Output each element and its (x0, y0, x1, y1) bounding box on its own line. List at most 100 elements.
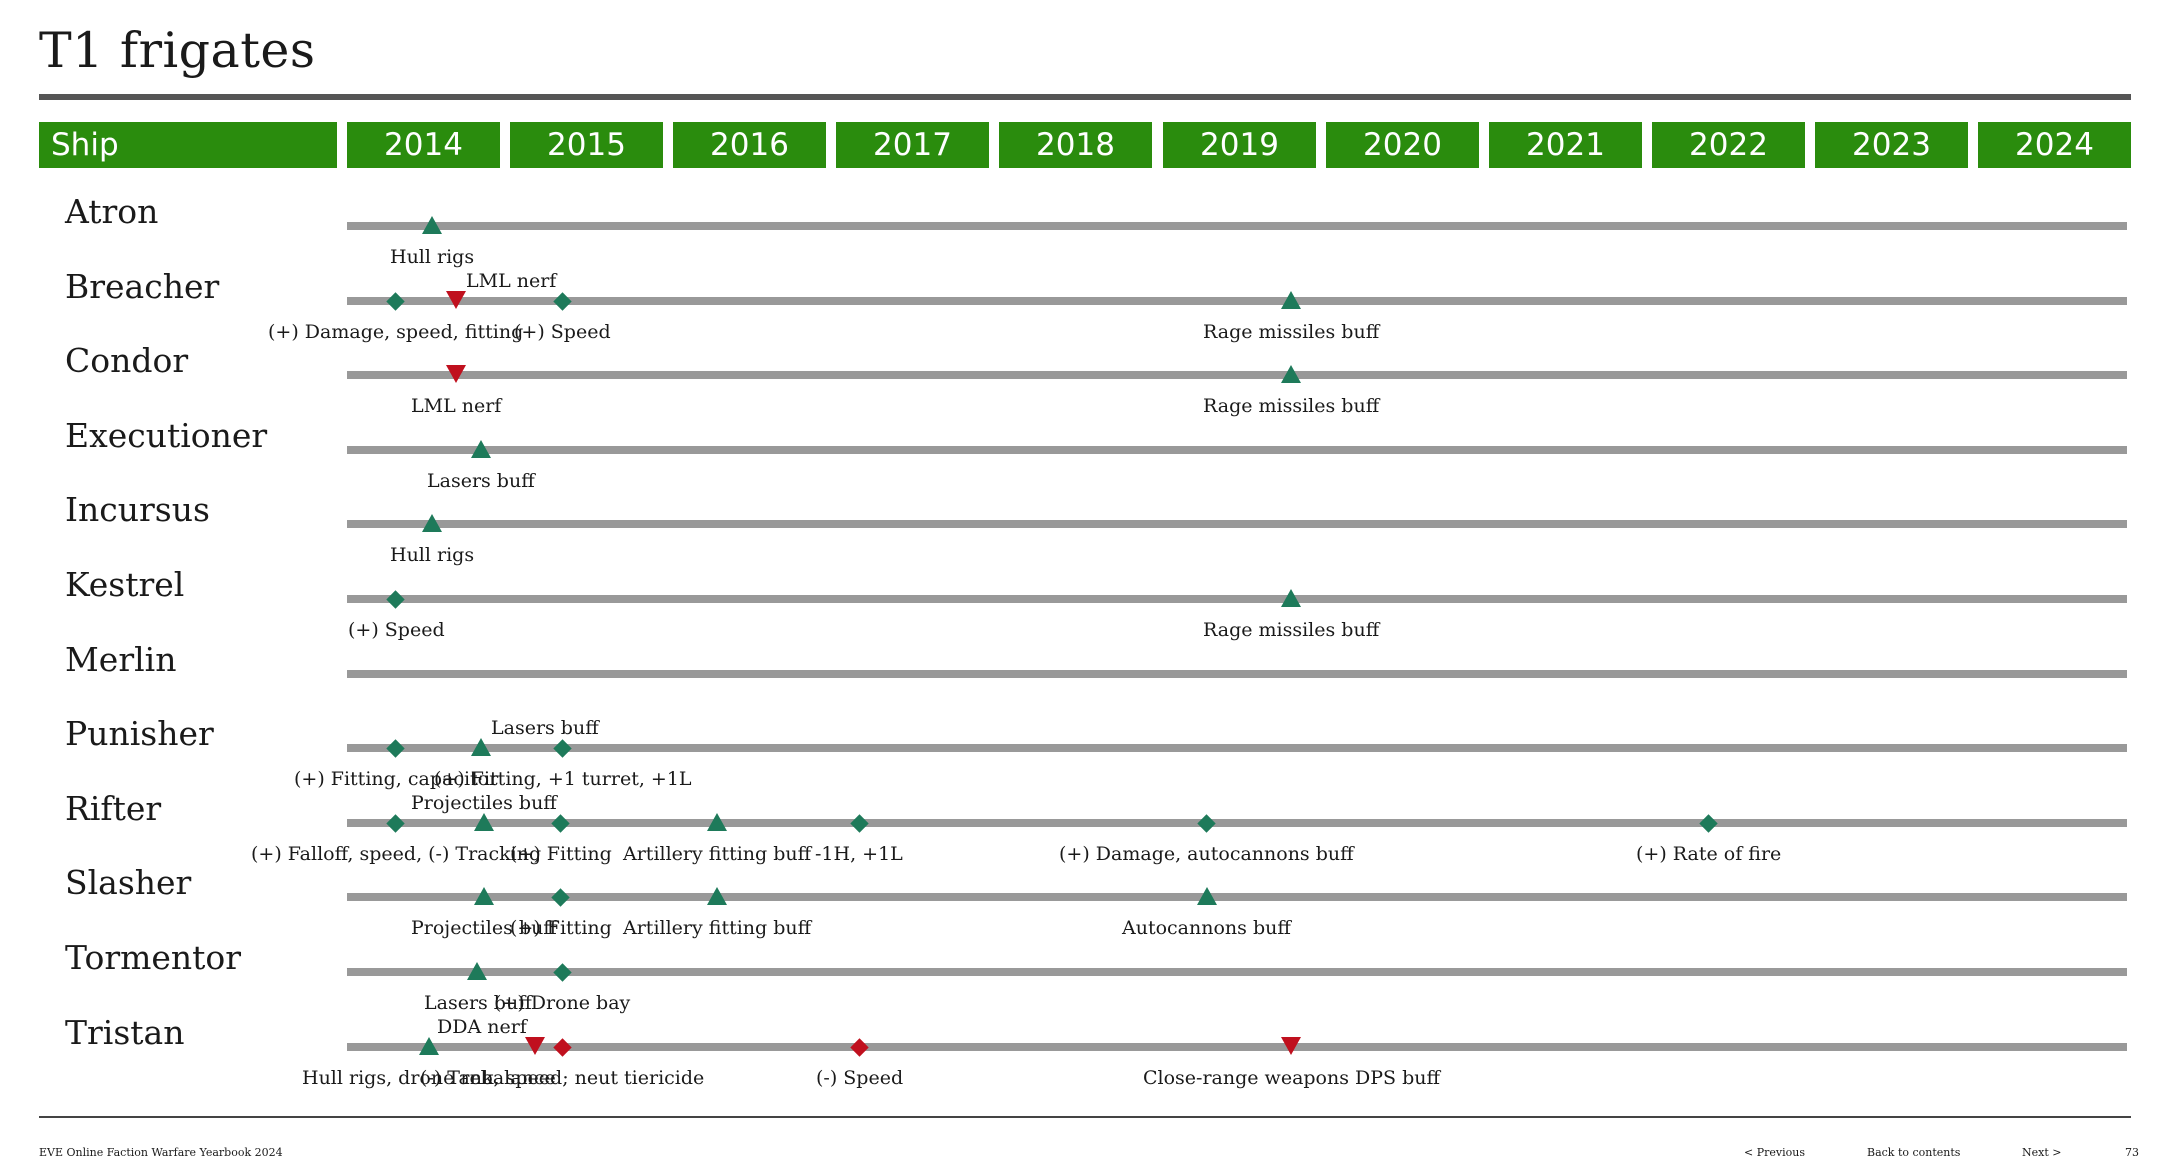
ship-name: Kestrel (65, 565, 185, 604)
year-header: 2015 (510, 122, 663, 168)
event-label: (-) Speed (816, 1067, 904, 1089)
nerf-triangle-marker (446, 365, 467, 383)
timeline-track (347, 297, 2127, 305)
timeline-track (347, 670, 2127, 678)
event-label: (+) Damage, speed, fitting (268, 321, 524, 343)
buff-diamond-marker (849, 813, 869, 833)
buff-diamond-marker (553, 291, 572, 311)
event-label: Hull rigs (390, 246, 475, 268)
ship-name: Punisher (65, 714, 214, 753)
nerf-triangle-marker (524, 1037, 545, 1055)
event-label: (+) Falloff, speed, (-) Tracking (251, 843, 542, 865)
event-label: Artillery fitting buff (623, 843, 812, 865)
buff-triangle-marker (1281, 365, 1302, 383)
publication-title: EVE Online Faction Warfare Yearbook 2024 (39, 1146, 283, 1159)
nerf-triangle-marker (446, 291, 467, 309)
buff-triangle-marker (421, 514, 442, 532)
ship-name: Merlin (65, 640, 177, 679)
event-label: Close-range weapons DPS buff (1143, 1067, 1440, 1089)
timeline-track (347, 371, 2127, 379)
event-label: Lasers buff (424, 992, 532, 1014)
buff-diamond-marker (386, 291, 406, 311)
year-header: 2022 (1652, 122, 1805, 168)
year-header: 2018 (999, 122, 1152, 168)
year-header: 2020 (1326, 122, 1479, 168)
footer-divider (39, 1116, 2131, 1118)
year-header: 2019 (1163, 122, 1316, 168)
buff-triangle-marker (1196, 887, 1217, 905)
ship-name: Executioner (65, 416, 268, 455)
buff-diamond-marker (386, 589, 406, 609)
event-label: Projectiles buff (411, 792, 557, 814)
year-header: 2017 (836, 122, 989, 168)
event-label: (+) Fitting, +1 turret, +1L (434, 768, 692, 790)
page-number: 73 (2125, 1146, 2139, 1159)
event-label: Rage missiles buff (1203, 395, 1380, 417)
buff-diamond-marker (386, 813, 406, 833)
ship-name: Rifter (65, 789, 162, 828)
event-label: Projectiles buff (411, 917, 557, 939)
title-divider (39, 94, 2131, 100)
event-label: (+) Fitting (510, 917, 612, 939)
ship-name: Slasher (65, 863, 192, 902)
event-label: (+) Speed (514, 321, 611, 343)
next-link[interactable]: Next > (2022, 1146, 2062, 1159)
year-header: 2016 (673, 122, 826, 168)
buff-triangle-marker (421, 216, 442, 234)
buff-triangle-marker (474, 813, 494, 831)
year-header: 2021 (1489, 122, 1642, 168)
timeline-track (347, 968, 2127, 976)
event-label: (+) Drone bay (494, 992, 631, 1014)
event-label: -1H, +1L (815, 843, 903, 865)
page-title: T1 frigates (39, 22, 316, 79)
timeline-track (347, 520, 2127, 528)
event-label: Rage missiles buff (1203, 619, 1380, 641)
event-label: Autocannons buff (1122, 917, 1291, 939)
buff-triangle-marker (470, 440, 491, 458)
event-label: (+) Speed (348, 619, 445, 641)
timeline-track (347, 893, 2127, 901)
event-label: (-) Tank, speed; neut tiericide (420, 1067, 705, 1089)
ship-name: Atron (65, 192, 159, 231)
buff-triangle-marker (707, 887, 728, 905)
buff-triangle-marker (470, 738, 491, 756)
buff-triangle-marker (1281, 589, 1302, 607)
buff-diamond-marker (386, 738, 406, 758)
event-label: Lasers buff (491, 717, 599, 739)
timeline-track (347, 1043, 2127, 1051)
timeline-track (347, 595, 2127, 603)
ship-column-header: Ship (39, 122, 337, 168)
buff-diamond-marker (1197, 813, 1216, 833)
timeline-track (347, 446, 2127, 454)
event-label: Artillery fitting buff (623, 917, 812, 939)
event-label: (+) Fitting, capacitor (294, 768, 499, 790)
event-label: (+) Damage, autocannons buff (1059, 843, 1354, 865)
ship-name: Incursus (65, 490, 210, 529)
buff-triangle-marker (474, 887, 494, 905)
nerf-diamond-marker (849, 1037, 869, 1057)
buff-diamond-marker (551, 813, 570, 833)
event-label: (+) Rate of fire (1636, 843, 1782, 865)
buff-diamond-marker (553, 738, 572, 758)
event-label: LML nerf (411, 395, 502, 417)
timeline-track (347, 744, 2127, 752)
event-label: Hull rigs, drone rebalance (302, 1067, 556, 1089)
back-to-contents-link[interactable]: Back to contents (1867, 1146, 1961, 1159)
buff-triangle-marker (707, 813, 728, 831)
buff-triangle-marker (467, 962, 488, 980)
year-header: 2023 (1815, 122, 1968, 168)
event-label: Lasers buff (427, 470, 535, 492)
ship-name: Condor (65, 341, 189, 380)
event-label: (+) Fitting (510, 843, 612, 865)
timeline-track (347, 819, 2127, 827)
buff-triangle-marker (1281, 291, 1302, 309)
buff-diamond-marker (1699, 813, 1719, 833)
event-label: Hull rigs (390, 544, 475, 566)
ship-name: Tristan (65, 1013, 185, 1052)
event-label: Rage missiles buff (1203, 321, 1380, 343)
ship-name: Tormentor (65, 938, 242, 977)
nerf-triangle-marker (1281, 1037, 1302, 1055)
event-label: LML nerf (466, 270, 557, 292)
buff-triangle-marker (418, 1037, 439, 1055)
previous-link[interactable]: < Previous (1744, 1146, 1805, 1159)
